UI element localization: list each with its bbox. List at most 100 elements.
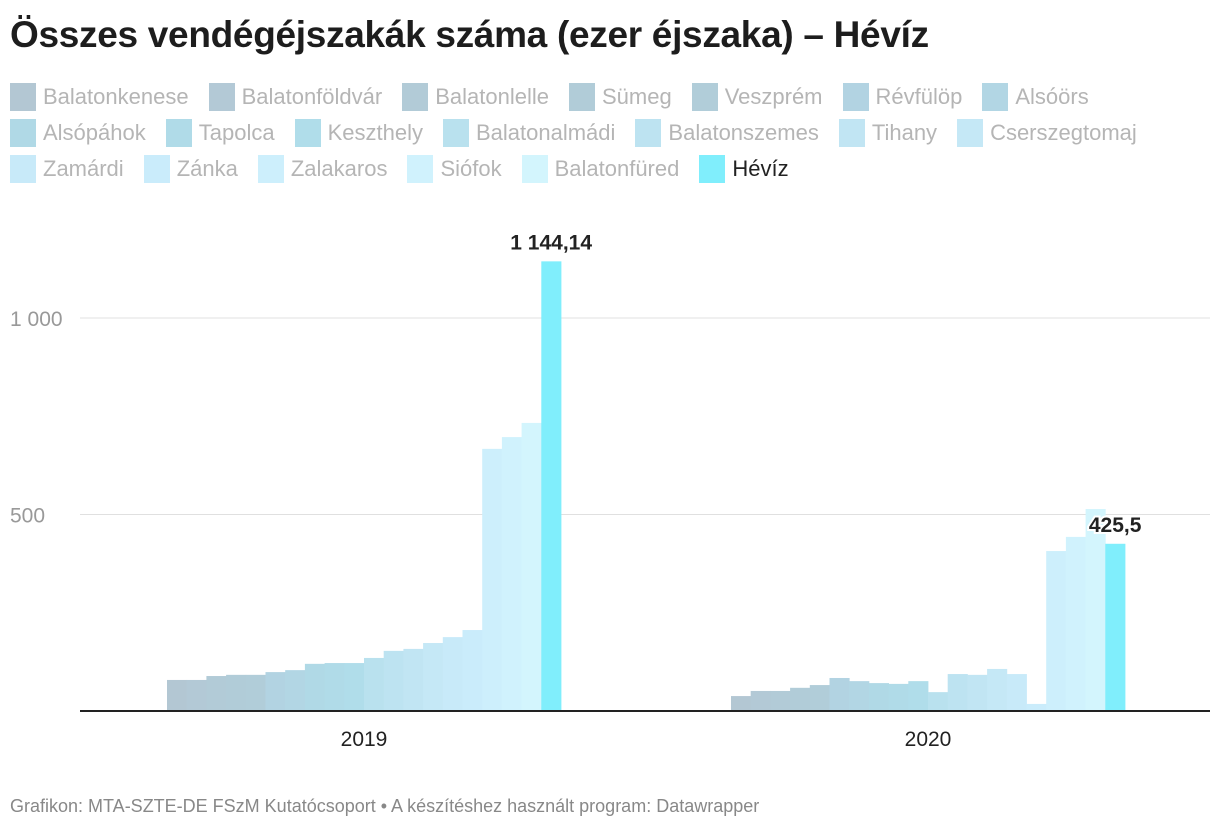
legend-label: Révfülöp [875,84,963,109]
legend-label: Balatonlelle [435,84,549,109]
legend-swatch [143,155,170,183]
legend-item: Zamárdi [10,154,124,184]
bar [1006,674,1027,711]
legend-swatch [10,119,36,147]
data-label: 425,5 [1089,514,1142,537]
legend-label: Zalakaros [290,156,388,181]
legend-label: Sümeg [601,84,672,109]
bar [541,261,562,711]
legend-swatch [407,155,434,183]
legend-swatch [838,119,865,147]
x-tick-label: 2019 [341,728,388,751]
bar [462,630,483,711]
bar [731,696,752,711]
bar [967,674,988,711]
bar [770,690,791,711]
legend-swatch [165,119,192,147]
bar [868,683,889,711]
bar [1026,703,1047,711]
bar [849,681,870,711]
legend-item: Sümeg [568,82,672,112]
bar [423,643,444,711]
bar [304,663,325,711]
legend-label: Hévíz [732,156,789,181]
legend-swatch [568,83,595,111]
legend-swatch [10,83,36,111]
bar [226,674,247,711]
bar [809,685,830,711]
legend-label: Tapolca [198,120,275,145]
bar [167,679,188,711]
bar [206,676,227,711]
x-tick-label: 2020 [905,728,952,751]
bar [482,448,503,711]
y-tick-label: 1 000 [10,308,63,331]
bar [1085,508,1106,711]
legend-label: Keszthely [327,120,423,145]
legend-label: Balatonszemes [668,120,819,145]
legend-item: Alsópáhok [10,118,146,148]
bar [1046,551,1067,711]
legend-swatch [982,83,1009,111]
legend-item: Révfülöp [842,82,963,112]
legend-label: Veszprém [724,84,823,109]
legend-swatch [699,155,726,183]
source-footer: Grafikon: MTA-SZTE-DE FSzM Kutatócsoport… [10,796,760,816]
bar [928,692,949,711]
legend-swatch [635,119,662,147]
bar [501,437,522,711]
bar [265,672,286,711]
legend-label: Siófok [440,156,502,181]
bar [888,683,909,711]
legend-item: Cserszegtomaj [957,118,1137,148]
legend-label: Alsópáhok [43,120,146,145]
legend-item: Zalakaros [257,154,388,184]
bar [750,690,771,711]
bar [1065,536,1086,711]
bar [829,677,850,711]
legend-label: Balatonkenese [43,84,189,109]
legend-swatch [208,83,235,111]
legend-item: Tapolca [165,118,275,148]
legend-item: Balatonföldvár [208,82,382,112]
legend-item: Balatonlelle [402,82,549,112]
legend-label: Balatonfüred [554,156,680,181]
legend-swatch [842,83,869,111]
bar [790,687,811,711]
legend-label: Cserszegtomaj [990,120,1137,145]
bar [442,637,463,711]
legend: Balatonkenese Balatonföldvár Balatonlelle S… [10,82,1210,184]
data-label: 1 144,14 [510,231,592,254]
bar [285,670,306,711]
legend-item: Balatonfüred [521,154,680,184]
bar [364,657,385,711]
legend-item: Tihany [838,118,938,148]
legend-item: Balatonkenese [10,82,189,112]
legend-label: Alsóörs [1015,84,1089,109]
legend-label: Tihany [871,120,938,145]
legend-item: Balatonszemes [635,118,819,148]
legend-swatch [294,119,321,147]
legend-swatch [957,119,984,147]
bar [947,674,968,711]
legend-item: Hévíz [699,154,789,184]
legend-item: Siófok [407,154,502,184]
bar [245,674,266,711]
bar [344,663,365,711]
legend-swatch [691,83,718,111]
bar [1105,543,1126,711]
y-tick-label: 500 [10,505,45,528]
bar [908,681,929,711]
legend-label: Balatonalmádi [475,120,616,145]
bar [987,668,1008,711]
legend-item: Alsóörs [982,82,1089,112]
legend-swatch [442,119,469,147]
legend-item: Balatonalmádi [442,118,616,148]
chart-title: Összes vendégéjszakák száma (ezer éjszak… [10,14,929,55]
legend-item: Zánka [143,154,238,184]
legend-swatch [521,155,548,183]
legend-label: Zamárdi [43,156,124,181]
bar [521,422,542,711]
legend-swatch [402,83,429,111]
